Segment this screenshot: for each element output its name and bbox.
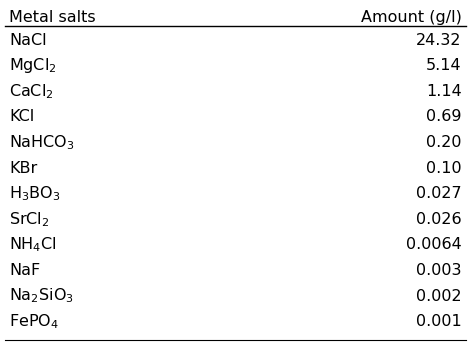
Text: Na$_2$SiO$_3$: Na$_2$SiO$_3$ — [9, 287, 74, 305]
Text: KCl: KCl — [9, 109, 35, 125]
Text: NaCl: NaCl — [9, 33, 47, 48]
Text: 0.003: 0.003 — [416, 263, 462, 278]
Text: 0.20: 0.20 — [426, 135, 462, 150]
Text: 0.001: 0.001 — [416, 314, 462, 329]
Text: 0.10: 0.10 — [426, 161, 462, 176]
Text: KBr: KBr — [9, 161, 38, 176]
Text: 0.002: 0.002 — [416, 288, 462, 304]
Text: 0.026: 0.026 — [416, 212, 462, 227]
Text: FePO$_4$: FePO$_4$ — [9, 312, 59, 331]
Text: 0.0064: 0.0064 — [406, 237, 462, 252]
Text: NH$_4$Cl: NH$_4$Cl — [9, 236, 57, 254]
Text: Amount (g/l): Amount (g/l) — [361, 10, 462, 25]
Text: H$_3$BO$_3$: H$_3$BO$_3$ — [9, 185, 61, 203]
Text: 5.14: 5.14 — [426, 58, 462, 73]
Text: NaF: NaF — [9, 263, 41, 278]
Text: Metal salts: Metal salts — [9, 10, 96, 25]
Text: SrCl$_2$: SrCl$_2$ — [9, 210, 50, 229]
Text: 0.69: 0.69 — [426, 109, 462, 125]
Text: CaCl$_2$: CaCl$_2$ — [9, 82, 54, 101]
Text: 1.14: 1.14 — [426, 84, 462, 99]
Text: NaHCO$_3$: NaHCO$_3$ — [9, 133, 75, 152]
Text: MgCl$_2$: MgCl$_2$ — [9, 56, 57, 75]
Text: 0.027: 0.027 — [416, 186, 462, 201]
Text: 24.32: 24.32 — [416, 33, 462, 48]
